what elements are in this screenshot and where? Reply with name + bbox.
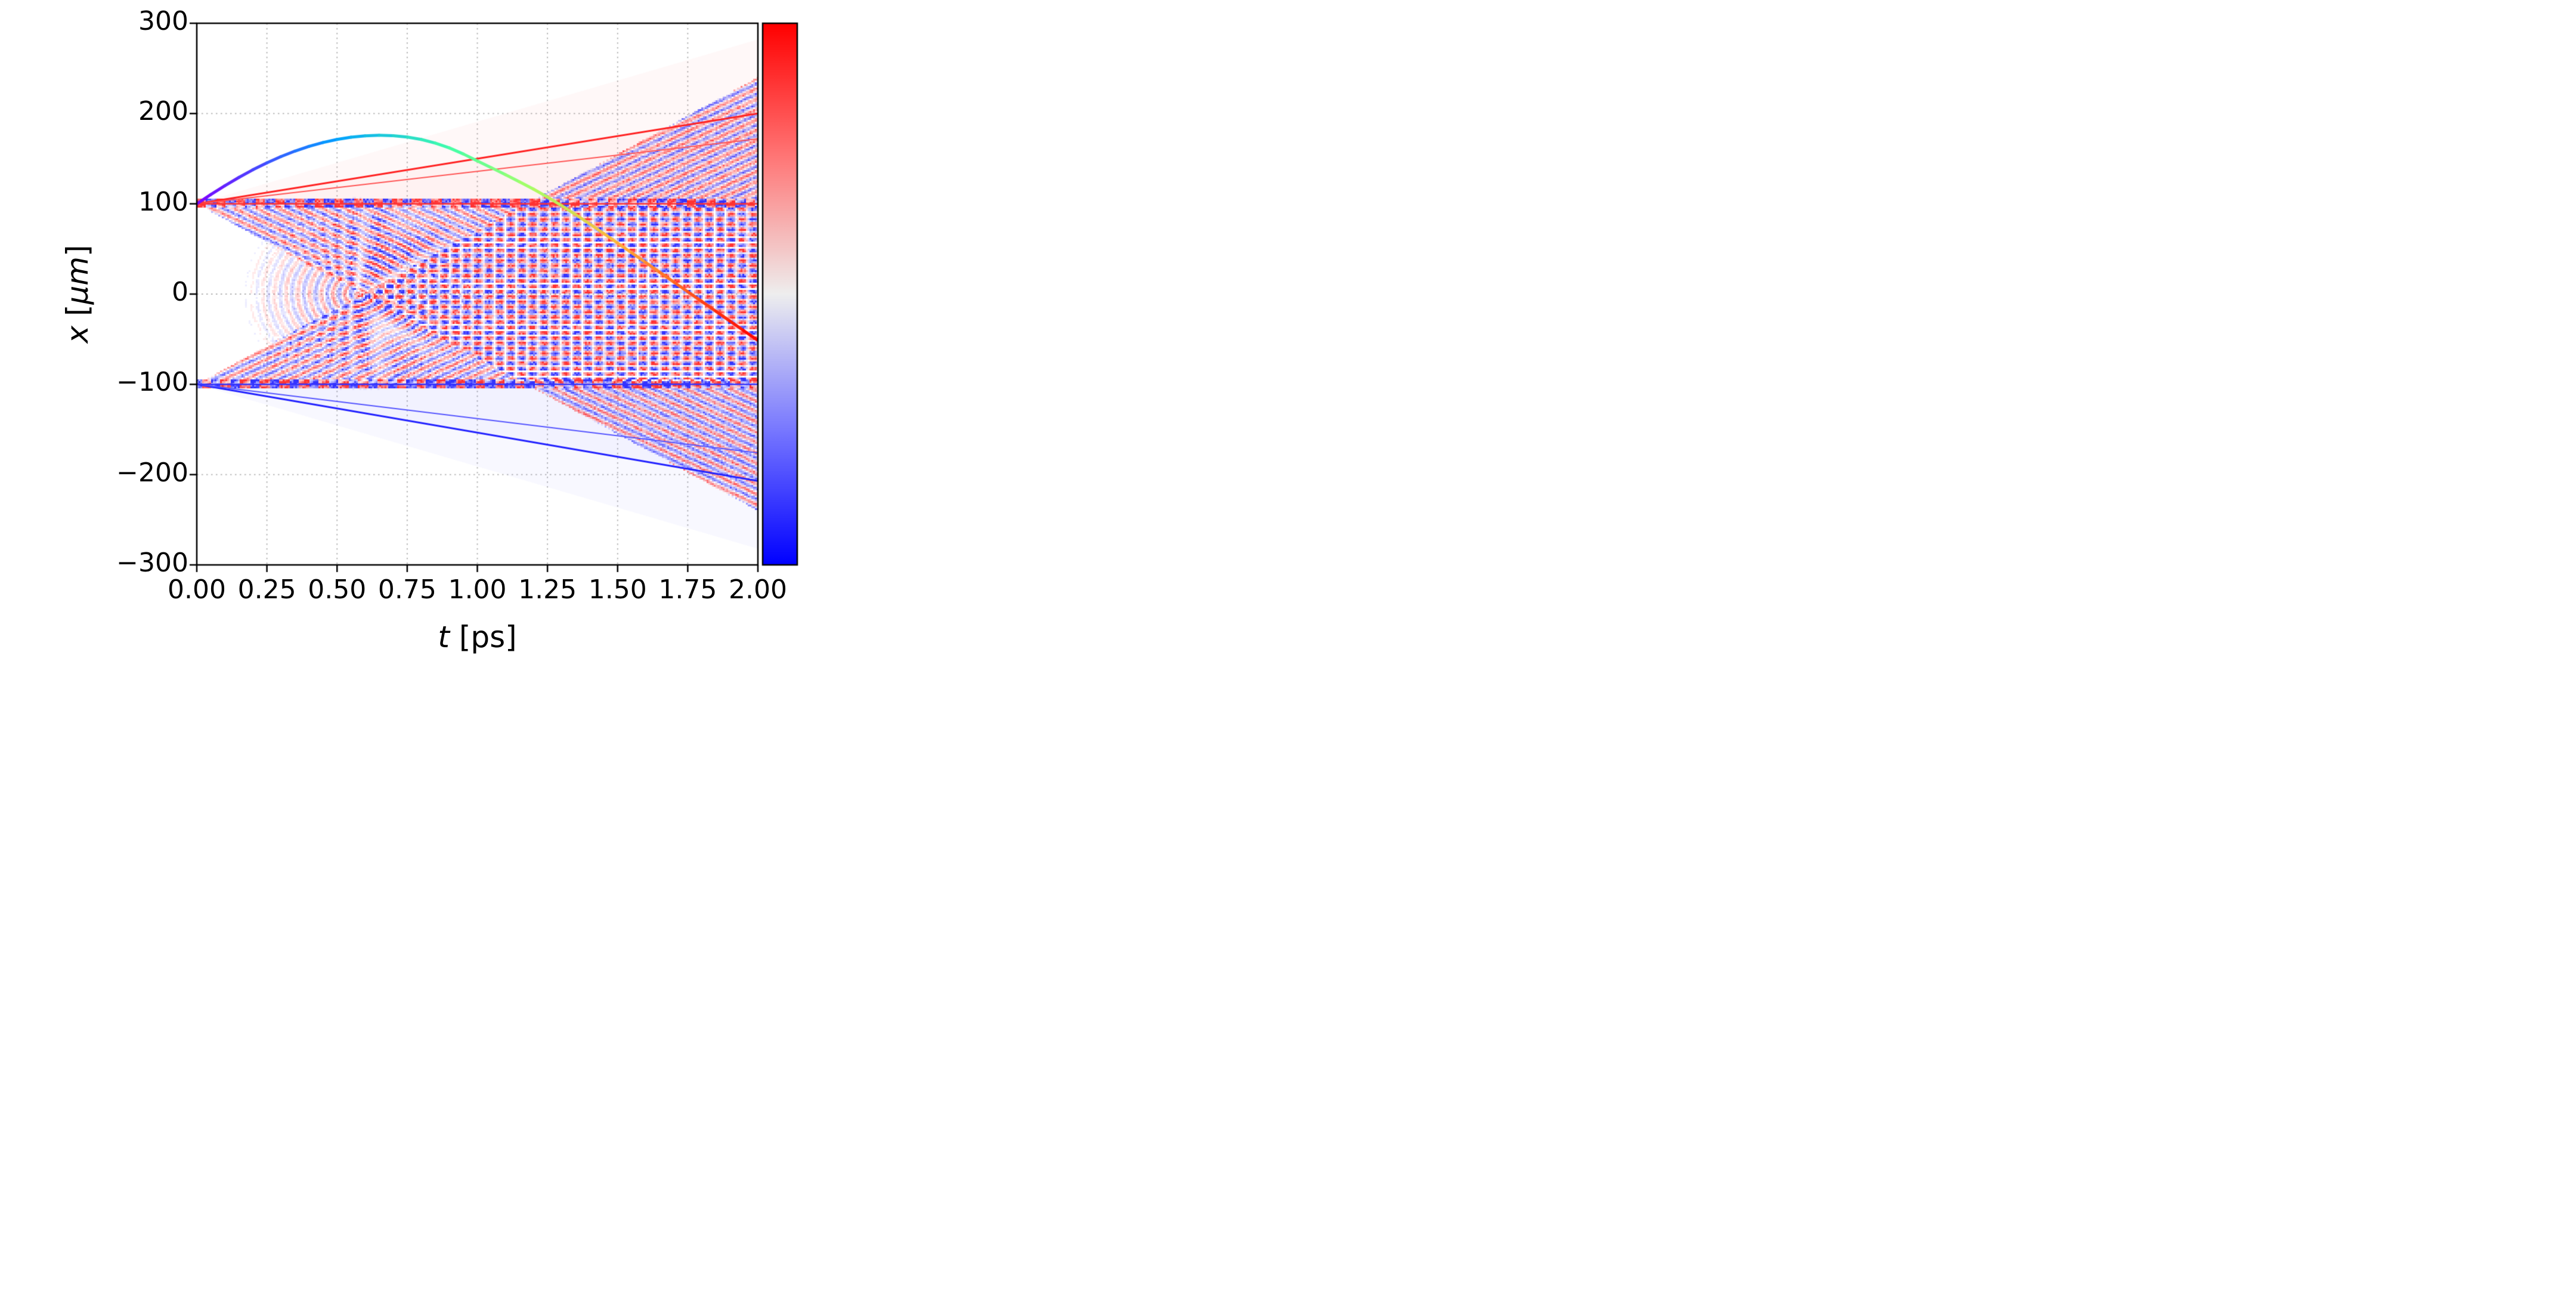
x-t-ex-y-tick-label: −100 bbox=[116, 367, 188, 398]
x-t-ex-ylabel-part: μm bbox=[60, 256, 95, 305]
x-t-ex-y-tick-label: −300 bbox=[116, 548, 188, 578]
x-t-ex-xlabel-part: t bbox=[438, 620, 450, 654]
x-t-ex-x-tick-label: 0.25 bbox=[237, 574, 296, 605]
x-t-ex-x-tick-label: 0.50 bbox=[308, 574, 367, 605]
x-t-ex-x-tick-label: 0.00 bbox=[168, 574, 226, 605]
x-t-ex-ylabel: x [μm] bbox=[60, 245, 95, 343]
x-t-ex-y-tick-label: 0 bbox=[172, 277, 188, 307]
x-t-ex-ylabel-part: x bbox=[60, 325, 95, 344]
x-t-ex-y-tick-label: 200 bbox=[138, 96, 188, 127]
x-t-ex-xlabel: t [ps] bbox=[438, 620, 516, 654]
x-t-ex-x-tick-label: 1.75 bbox=[658, 574, 717, 605]
x-t-ex-y-tick-label: 100 bbox=[138, 186, 188, 217]
x-t-ex-ylabel-part: [ bbox=[60, 304, 95, 326]
x-t-ex-ylabel-part: ] bbox=[60, 245, 95, 256]
x-t-ex-plot-canvas bbox=[182, 16, 812, 583]
x-t-ex-y-tick-label: 300 bbox=[138, 6, 188, 36]
x-t-ex-x-tick-label: 0.75 bbox=[377, 574, 436, 605]
x-t-ex-x-tick-label: 2.00 bbox=[729, 574, 787, 605]
x-t-ex-x-tick-label: 1.25 bbox=[518, 574, 577, 605]
x-t-ex-y-tick-label: −200 bbox=[116, 457, 188, 488]
x-t-ex-xlabel-part: [ps] bbox=[449, 620, 517, 654]
x-t-ex-x-tick-label: 1.00 bbox=[448, 574, 507, 605]
x-t-ex-x-tick-label: 1.50 bbox=[588, 574, 647, 605]
